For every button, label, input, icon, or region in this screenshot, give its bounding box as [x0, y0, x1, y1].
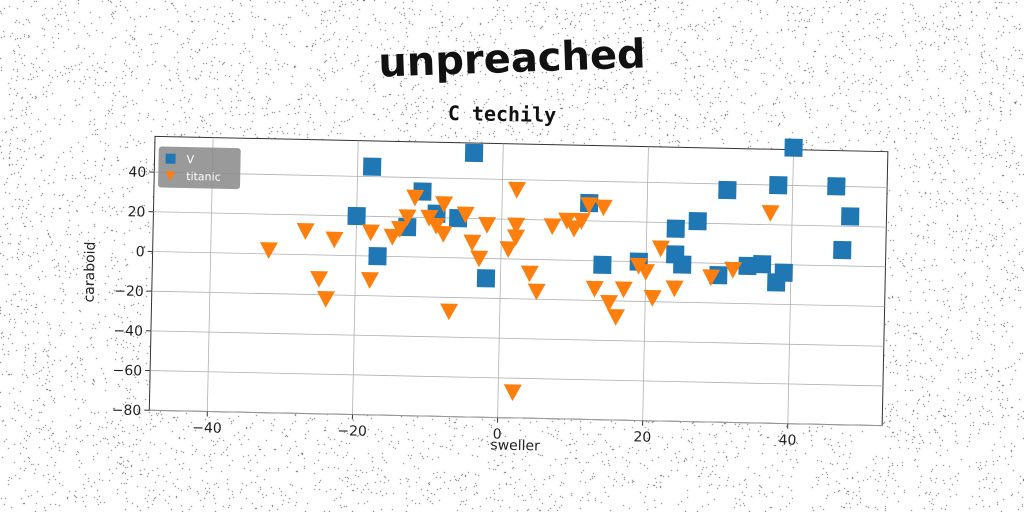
triangle-point [520, 265, 539, 283]
triangle-point [503, 384, 522, 402]
x-tick-label: 40 [778, 432, 796, 448]
x-tick-label: −40 [192, 420, 222, 437]
series-titanic [259, 181, 780, 402]
y-tick-label: −20 [114, 283, 144, 300]
triangle-point [440, 303, 459, 321]
triangle-point [456, 206, 475, 224]
triangle-point [463, 234, 482, 252]
triangle-point [594, 199, 613, 217]
y-tick-label: 0 [136, 244, 145, 260]
triangle-point [761, 204, 780, 222]
square-point [833, 240, 852, 260]
triangle-point [508, 181, 527, 199]
y-gridline [150, 370, 883, 387]
triangle-point [585, 280, 604, 298]
square-point [769, 175, 788, 195]
x-tick-label: 0 [493, 426, 502, 442]
triangle-point [478, 216, 497, 234]
triangle-point [434, 225, 453, 243]
y-gridline [149, 409, 883, 427]
triangle-point [296, 223, 315, 240]
triangle-point [702, 269, 721, 287]
x-tick-label: 20 [633, 429, 651, 445]
square-point [841, 207, 860, 226]
triangle-point [391, 221, 410, 238]
legend-box [158, 146, 241, 190]
triangle-point [499, 241, 518, 258]
triangle-point [606, 308, 625, 326]
triangle-point [361, 224, 380, 242]
x-tick-label: −20 [337, 423, 367, 440]
legend-marker [165, 153, 176, 164]
square-point [738, 256, 757, 276]
triangle-point [470, 250, 489, 268]
legend-label: V [186, 153, 194, 166]
y-gridline [150, 330, 884, 347]
triangle-point [406, 189, 425, 207]
triangle-point [383, 228, 402, 246]
triangle-point [614, 281, 633, 299]
ticks: −40 −20 0 20 40 −80 −60 −40 −20 0 20 40 [112, 165, 797, 449]
square-point [673, 255, 692, 274]
triangle-point [565, 220, 584, 238]
triangle-point [543, 218, 562, 236]
triangle-point [580, 197, 599, 215]
square-point [718, 180, 737, 200]
y-axis-label: caraboid [82, 241, 99, 302]
y-tick-label: −40 [113, 323, 143, 340]
triangle-point [527, 283, 546, 301]
legend-marker [165, 171, 176, 181]
triangle-point [310, 270, 329, 288]
triangle-point [360, 272, 379, 289]
y-tick-label: 40 [128, 165, 146, 181]
triangle-point [398, 209, 417, 227]
y-tick-label: −60 [112, 363, 142, 380]
triangle-point [643, 289, 662, 307]
square-point [688, 212, 707, 231]
square-point [464, 143, 484, 163]
square-point [362, 157, 382, 176]
square-point [752, 255, 772, 274]
x-gridline [642, 146, 649, 421]
square-point [368, 247, 387, 266]
x-gridline [352, 140, 359, 415]
y-tick-label: −80 [112, 403, 142, 420]
triangle-point [665, 280, 684, 298]
y-gridline [154, 171, 888, 188]
triangle-point [724, 261, 743, 279]
triangle-point [572, 212, 591, 230]
square-point [774, 263, 793, 282]
triangle-point [507, 229, 526, 247]
square-point [476, 269, 496, 288]
y-tick-label: 20 [127, 204, 145, 220]
data-series [259, 138, 860, 402]
triangle-point [636, 263, 655, 281]
triangle-point [317, 290, 336, 308]
square-point [593, 255, 612, 275]
axes: −40 −20 0 20 40 −80 −60 −40 −20 0 20 40 sweller car… [82, 135, 889, 454]
square-point [827, 177, 846, 196]
x-axis-label: sweller [490, 437, 540, 454]
triangle-point [435, 196, 454, 213]
x-gridline [787, 149, 794, 424]
square-point [666, 219, 685, 238]
triangle-point [507, 217, 526, 235]
triangle-point [651, 240, 670, 258]
triangle-point [600, 294, 619, 312]
triangle-point [259, 242, 278, 259]
legend-label: titanic [186, 170, 221, 184]
square-point [784, 138, 803, 157]
triangle-point [325, 231, 344, 249]
square-point [347, 206, 366, 226]
y-gridline [151, 290, 885, 307]
x-gridline [497, 143, 504, 418]
